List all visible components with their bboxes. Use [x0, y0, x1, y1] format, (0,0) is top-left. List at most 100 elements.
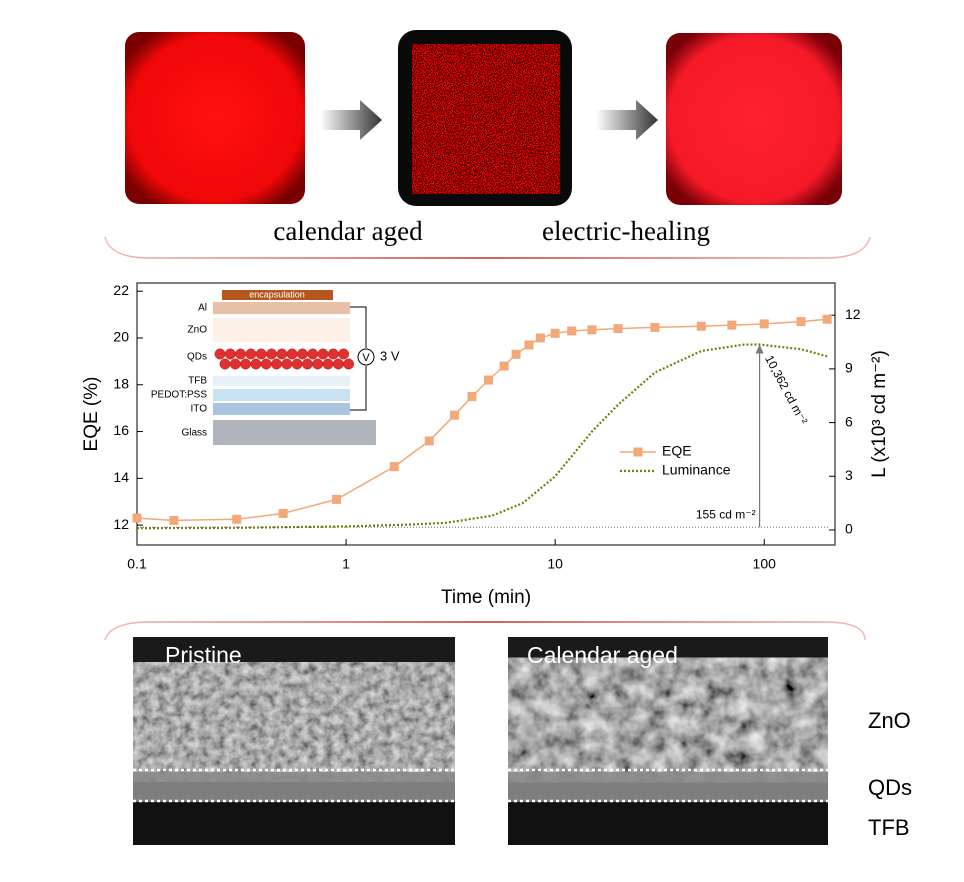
y-axis-label: EQE (%) [81, 377, 102, 452]
image-label: electric-healing [542, 216, 710, 246]
series-line [136, 318, 828, 522]
marker [499, 361, 509, 371]
qd [276, 348, 288, 360]
x-tick-label: 10 [547, 556, 563, 572]
inset-label: PEDOT:PSS [151, 390, 207, 401]
marker [727, 320, 737, 330]
marker [650, 322, 660, 332]
legend-marker [633, 447, 643, 457]
qd [322, 358, 334, 370]
layer-label: QDs [868, 775, 912, 800]
arrow [596, 100, 658, 140]
legend-label: EQE [662, 443, 692, 459]
annotation: 10,362 cd m⁻² [762, 353, 810, 427]
marker [132, 513, 142, 523]
tem-aged [508, 637, 828, 845]
image-label: calendar aged [273, 216, 423, 246]
qd [235, 348, 247, 360]
y2-axis-label: L (x10³ cd m⁻²) [869, 350, 890, 478]
marker [535, 333, 545, 343]
y2-tick-label: 0 [845, 521, 853, 537]
tem-label: Pristine [165, 642, 242, 668]
marker [613, 324, 623, 334]
arrow-head [755, 344, 764, 354]
legend-label: Luminance [662, 462, 731, 478]
marker [467, 391, 477, 401]
marker [169, 515, 179, 525]
qd [291, 358, 303, 370]
y2-tick-label: 3 [845, 467, 853, 483]
qd [214, 348, 226, 360]
inset-label: ITO [191, 404, 208, 415]
qd [332, 358, 344, 370]
boundaries [133, 768, 828, 803]
marker [278, 508, 288, 518]
qd [338, 348, 350, 360]
qd [296, 348, 308, 360]
qd [301, 358, 313, 370]
y-tick-label: 18 [113, 375, 129, 391]
marker [587, 325, 597, 335]
inset-label: encapsulation [249, 289, 305, 299]
y-tick-label: 22 [113, 282, 129, 298]
circuit [350, 306, 367, 411]
bracket [104, 621, 866, 641]
marker [796, 317, 806, 327]
inset-label: V [362, 352, 370, 364]
qd [229, 358, 241, 370]
inset-label: Al [198, 303, 207, 314]
x-tick-label: 100 [753, 556, 777, 572]
bracket [104, 236, 871, 259]
qd [219, 358, 231, 370]
layer [213, 420, 376, 445]
y2-tick-label: 12 [845, 306, 861, 322]
qd [343, 358, 355, 370]
qd [245, 348, 257, 360]
x-axis-label: Time (min) [441, 587, 531, 608]
marker [449, 410, 459, 420]
healed-device [666, 33, 842, 205]
inset-label: 3 V [380, 348, 400, 363]
aged-speckle [412, 44, 560, 194]
annotation: 155 cd m⁻² [696, 507, 756, 521]
arrow [320, 100, 382, 140]
marker [759, 319, 769, 329]
qd [250, 358, 262, 370]
qd [327, 348, 339, 360]
qd [255, 348, 267, 360]
x-tick-label: 1 [342, 556, 350, 572]
qd [317, 348, 329, 360]
marker [332, 494, 342, 504]
tem-pristine [133, 637, 455, 845]
qd [271, 358, 282, 370]
inset: encapsulation Al ZnO QDs TFB PEDOT:PSS I… [151, 289, 400, 445]
marker [232, 514, 242, 524]
qd [224, 348, 236, 360]
layer [213, 302, 350, 314]
qd [286, 348, 298, 360]
y2-tick-label: 9 [845, 360, 853, 376]
marker [511, 349, 521, 359]
y-tick-label: 16 [113, 422, 129, 438]
marker [389, 462, 399, 472]
inset-label: Glass [181, 428, 207, 439]
inset-label: TFB [188, 376, 207, 387]
x-tick-label: 0.1 [127, 556, 147, 572]
marker [550, 328, 560, 338]
inset-label: QDs [187, 352, 207, 363]
layer [213, 376, 350, 386]
y-tick-label: 20 [113, 329, 129, 345]
inset-label: ZnO [188, 325, 208, 336]
layer [213, 403, 350, 415]
marker [696, 321, 706, 331]
series-line [136, 343, 828, 530]
y-tick-label: 14 [113, 469, 129, 485]
encapsulation-layer [222, 290, 333, 300]
layer [213, 318, 350, 342]
qd [307, 348, 319, 360]
layer-label: TFB [868, 815, 910, 840]
qd [260, 358, 272, 370]
marker [424, 436, 434, 446]
qd [240, 358, 252, 370]
y-tick-label: 12 [113, 516, 129, 532]
